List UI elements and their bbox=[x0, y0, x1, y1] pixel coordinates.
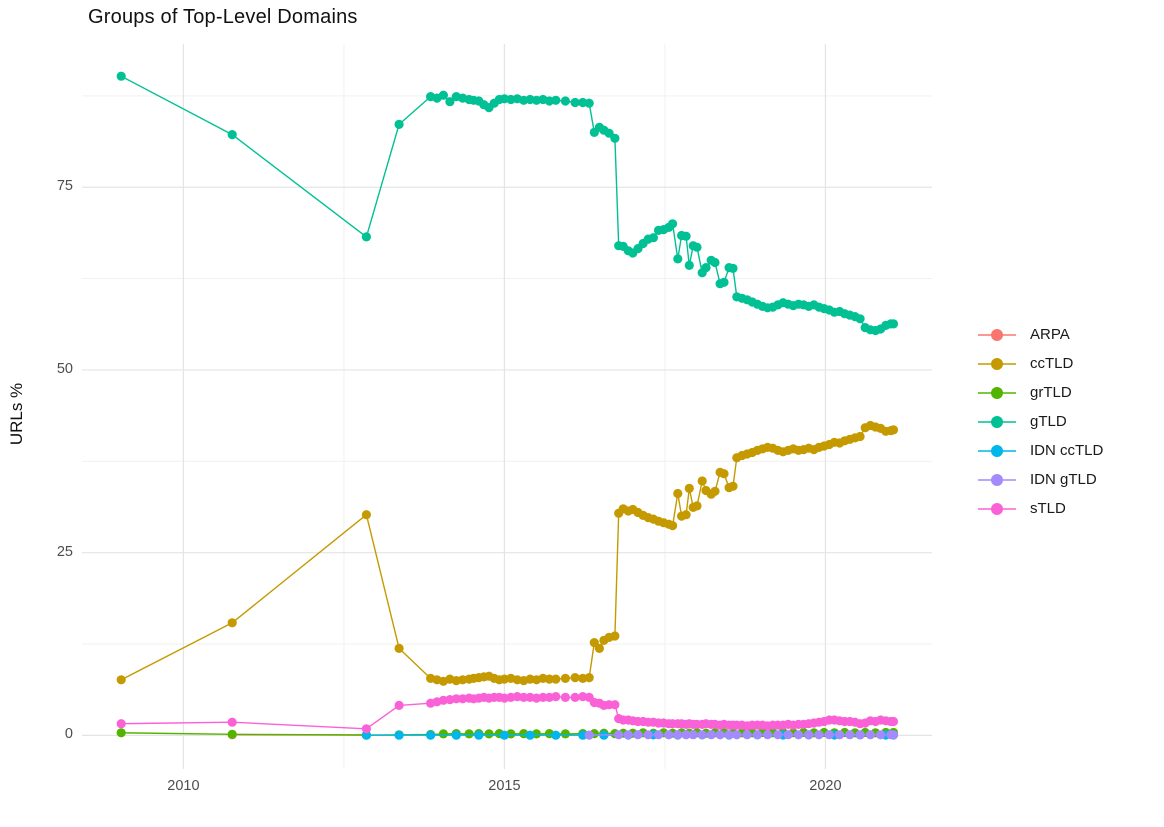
x-tick-label: 2010 bbox=[167, 778, 200, 794]
series-idn-gtld bbox=[584, 730, 899, 740]
legend-item-idn-gtld: IDN gTLD bbox=[978, 465, 1103, 494]
legend-item-grtld: grTLD bbox=[978, 378, 1103, 407]
legend-item-stld: sTLD bbox=[978, 494, 1103, 523]
y-tick-label: 25 bbox=[56, 543, 73, 560]
legend-label: grTLD bbox=[1030, 384, 1072, 401]
grid-minor bbox=[82, 44, 932, 769]
grid-major bbox=[82, 44, 932, 769]
y-tick-label: 50 bbox=[56, 360, 73, 377]
legend-key-icon bbox=[978, 415, 1016, 429]
x-tick-label: 2020 bbox=[809, 778, 842, 794]
y-tick-label: 75 bbox=[56, 178, 73, 195]
legend-item-gtld: gTLD bbox=[978, 407, 1103, 436]
legend-label: IDN gTLD bbox=[1030, 471, 1097, 488]
legend-key-icon bbox=[978, 386, 1016, 400]
x-tick-label: 2015 bbox=[488, 778, 521, 794]
chart-title: Groups of Top-Level Domains bbox=[88, 6, 358, 28]
series-stld bbox=[116, 692, 899, 734]
legend-key-icon bbox=[978, 357, 1016, 371]
legend-label: ARPA bbox=[1030, 326, 1070, 343]
legend-label: gTLD bbox=[1030, 413, 1067, 430]
legend-key-icon bbox=[978, 328, 1016, 342]
legend-label: ccTLD bbox=[1030, 355, 1074, 372]
series-cctld bbox=[116, 420, 899, 686]
legend-key-icon bbox=[978, 473, 1016, 487]
legend-item-idn-cctld: IDN ccTLD bbox=[978, 436, 1103, 465]
y-tick-label: 0 bbox=[64, 726, 73, 743]
legend-label: IDN ccTLD bbox=[1030, 442, 1104, 459]
legend: ARPA ccTLD grTLD gTLD IDN ccTLD IDN gTLD sTLD bbox=[978, 320, 1103, 523]
legend-key-icon bbox=[978, 502, 1016, 516]
legend-item-cctld: ccTLD bbox=[978, 349, 1103, 378]
legend-label: sTLD bbox=[1030, 500, 1066, 517]
legend-key-icon bbox=[978, 444, 1016, 458]
series-gtld bbox=[116, 71, 899, 336]
legend-item-arpa: ARPA bbox=[978, 320, 1103, 349]
